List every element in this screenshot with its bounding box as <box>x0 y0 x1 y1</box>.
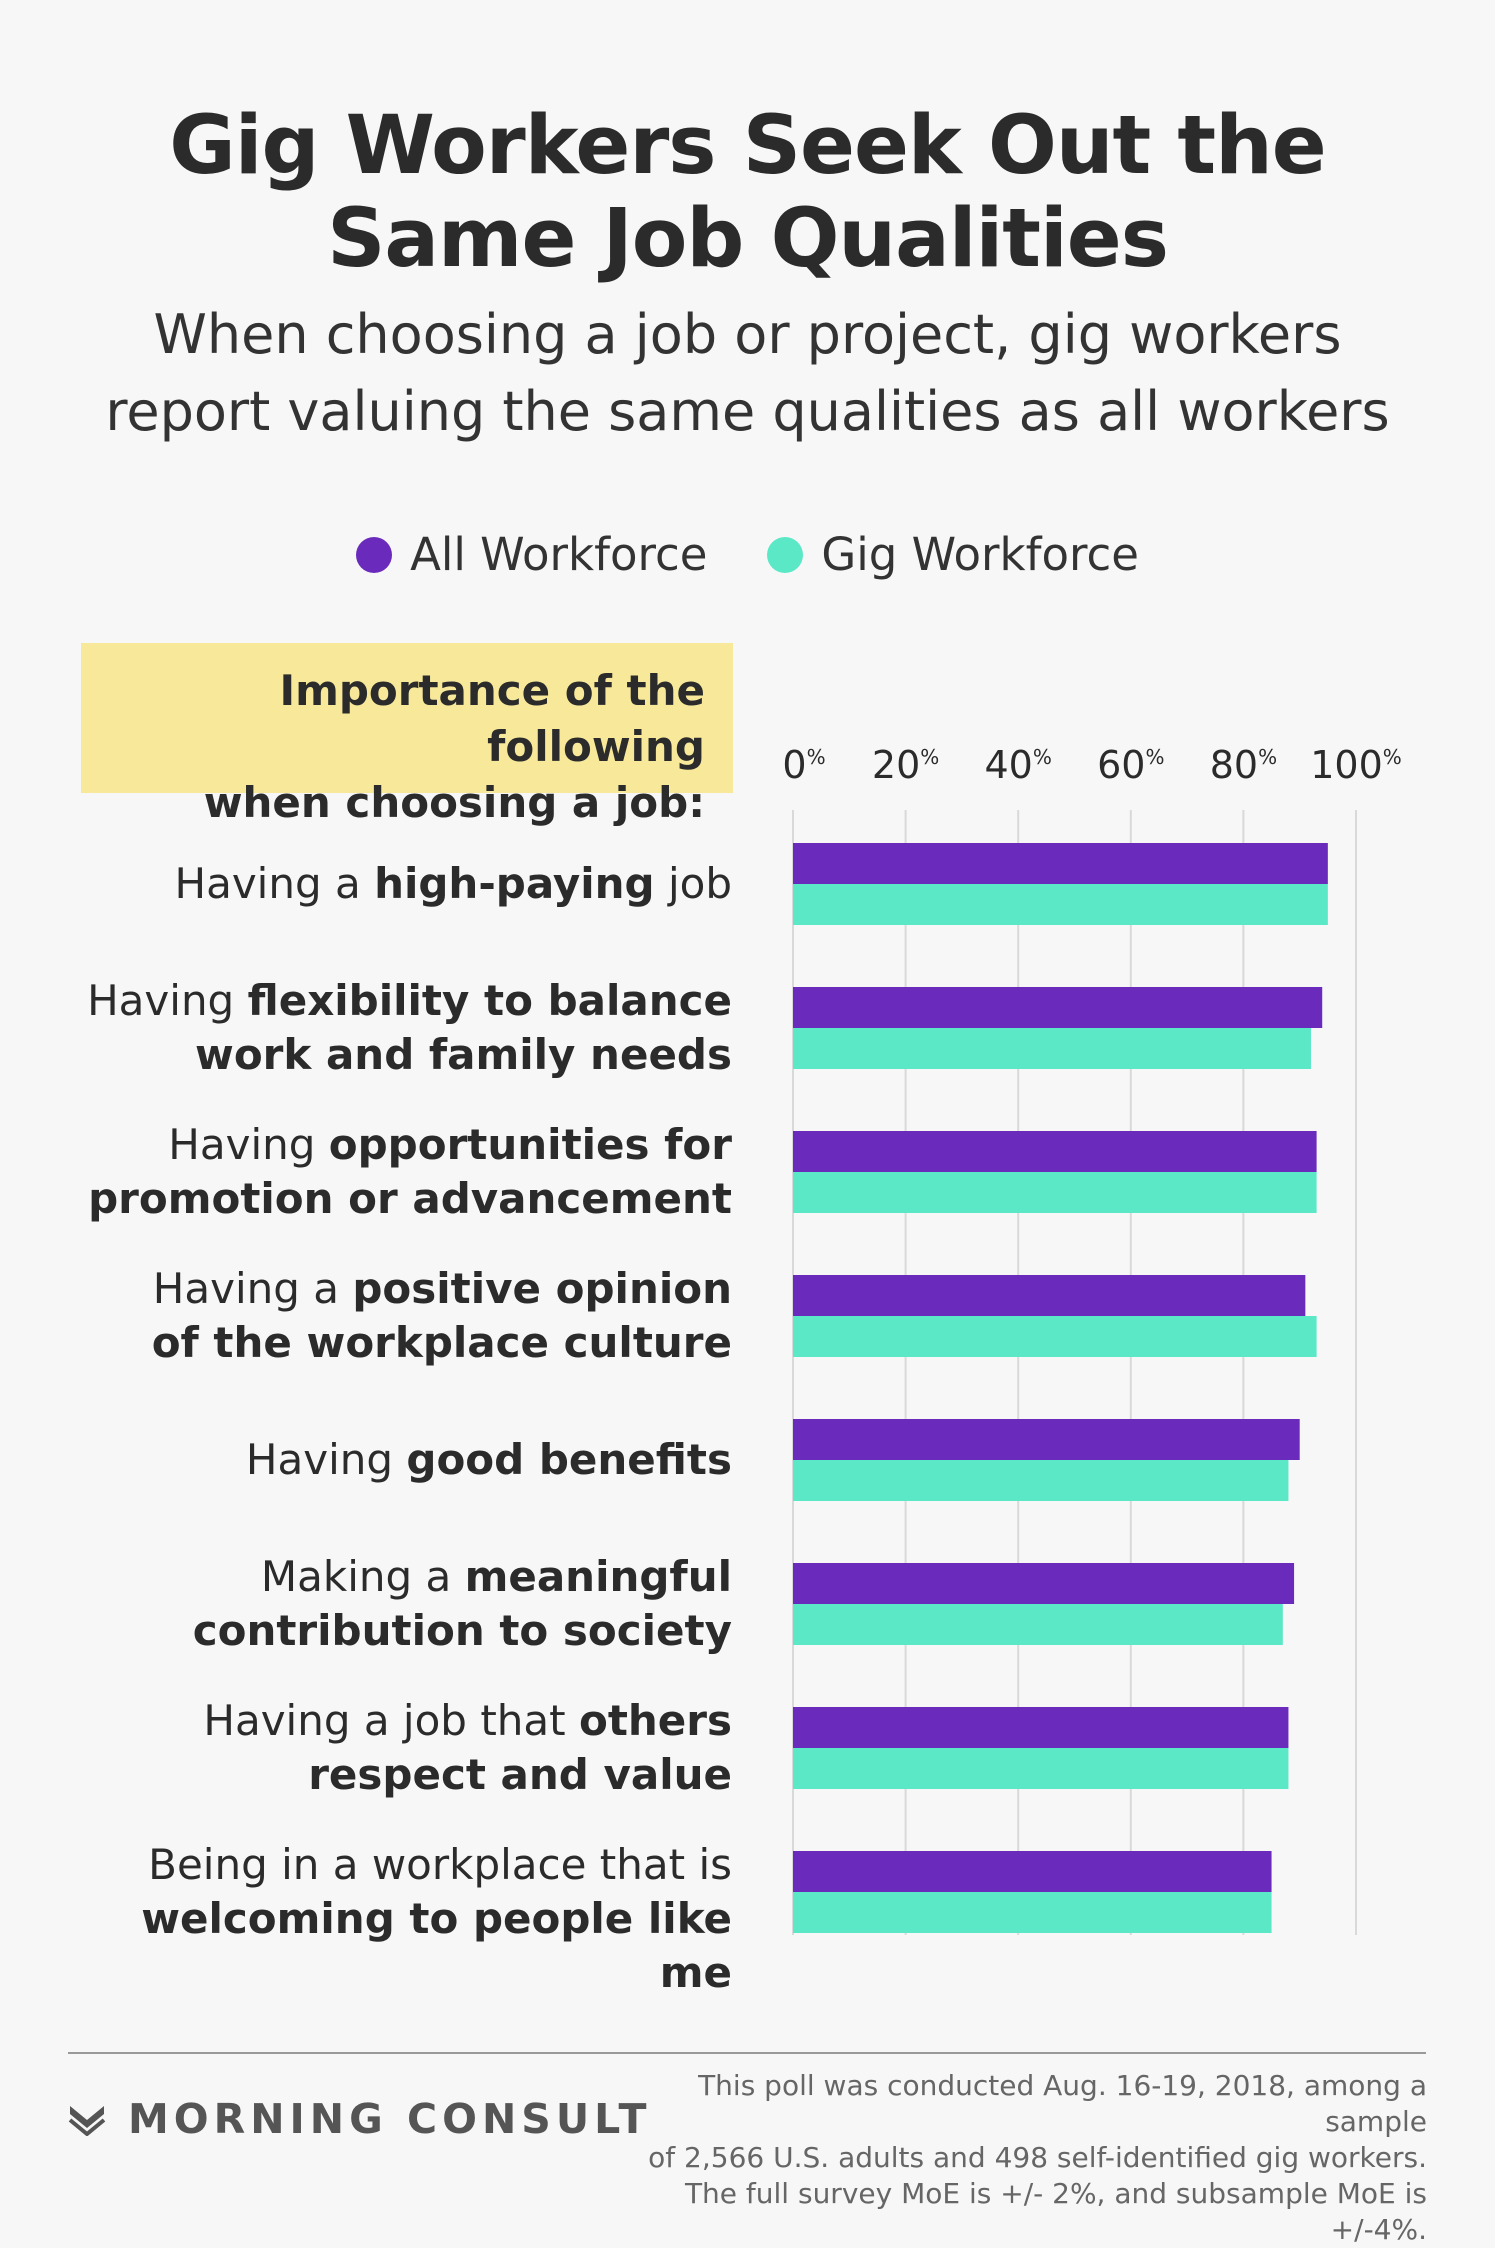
legend: All Workforce Gig Workforce <box>0 528 1495 581</box>
bar-all-workforce <box>793 1275 1306 1316</box>
category-label: Having opportunities for promotion or adv… <box>60 1118 732 1226</box>
category-label-emphasis: opportunities for <box>328 1120 732 1169</box>
category-label-emphasis: flexibility to balance <box>247 976 732 1025</box>
footnote-line-3: The full survey MoE is +/- 2%, and subsa… <box>684 2177 1427 2246</box>
x-tick-label: 100% <box>1310 743 1402 787</box>
bar-gig-workforce <box>793 1028 1311 1069</box>
category-label-line: Having a job that others <box>60 1694 732 1748</box>
category-label-line: Having opportunities for <box>60 1118 732 1172</box>
footnote: This poll was conducted Aug. 16-19, 2018… <box>627 2068 1427 2248</box>
category-label-emphasis: promotion or advancement <box>88 1174 732 1223</box>
x-tick-label: 20% <box>872 743 939 787</box>
x-tick-label: 40% <box>985 743 1052 787</box>
category-label-emphasis: respect and value <box>308 1750 732 1799</box>
category-label-text: Having <box>168 1120 329 1169</box>
category-label-line: Being in a workplace that is <box>60 1838 732 1892</box>
category-label: Having a job that others respect and valu… <box>60 1694 732 1802</box>
footer-divider <box>68 2052 1426 2054</box>
bar-all-workforce <box>793 1851 1272 1892</box>
category-label-line: welcoming to people like me <box>60 1892 732 2000</box>
category-label-text: Having <box>87 976 248 1025</box>
category-label-emphasis: contribution to society <box>192 1606 732 1655</box>
legend-item-all-workforce: All Workforce <box>356 528 707 581</box>
morning-consult-logo-icon <box>68 2106 106 2136</box>
legend-swatch-gig-workforce <box>767 536 804 573</box>
brand: MORNING CONSULT <box>68 2095 651 2143</box>
category-label-line: of the workplace culture <box>60 1316 732 1370</box>
category-label-emphasis: high-paying <box>374 859 655 908</box>
category-label-emphasis: others <box>578 1696 732 1745</box>
category-label: Having flexibility to balance work and fa… <box>60 974 732 1082</box>
title-line-1: Gig Workers Seek Out the <box>169 99 1327 193</box>
category-label: Making a meaningful contribution to socie… <box>60 1550 732 1658</box>
footnote-line-1: This poll was conducted Aug. 16-19, 2018… <box>698 2069 1427 2138</box>
category-label-line: Having a positive opinion <box>60 1262 732 1316</box>
bar-all-workforce <box>793 1707 1289 1748</box>
x-tick-label: 80% <box>1210 743 1277 787</box>
chart-subtitle: When choosing a job or project, gig work… <box>0 296 1495 450</box>
category-label-emphasis: meaningful <box>464 1552 732 1601</box>
bar-chart: 0% 20% 40% 60% 80% 100% <box>782 743 1402 1935</box>
legend-item-gig-workforce: Gig Workforce <box>767 528 1139 581</box>
category-label-text: Being in a workplace that is <box>148 1840 732 1889</box>
bar-gig-workforce <box>793 1460 1289 1501</box>
category-label-text: Having a job that <box>203 1696 579 1745</box>
category-label: Having a positive opinion of the workplac… <box>60 1262 732 1370</box>
category-label-text: Having a <box>152 1264 353 1313</box>
category-label: Having good benefits <box>60 1433 732 1487</box>
category-label-line: contribution to society <box>60 1604 732 1658</box>
bar-gig-workforce <box>793 1604 1283 1645</box>
category-label-text: Having <box>245 1435 407 1484</box>
category-label-text: job <box>654 859 732 908</box>
bar-all-workforce <box>793 1419 1300 1460</box>
bar-all-workforce <box>793 987 1323 1028</box>
chart-title: Gig Workers Seek Out the Same Job Qualit… <box>0 100 1495 286</box>
brand-name: MORNING CONSULT <box>128 2095 652 2143</box>
category-label-line: work and family needs <box>60 1028 732 1082</box>
category-label-line: Making a meaningful <box>60 1550 732 1604</box>
importance-callout: Importance of the following when choosin… <box>81 643 733 827</box>
category-label-emphasis: welcoming to people like me <box>141 1894 732 1997</box>
legend-label-all-workforce: All Workforce <box>410 528 708 581</box>
category-label-line: Having flexibility to balance <box>60 974 732 1028</box>
bar-gig-workforce <box>793 884 1328 925</box>
category-label-emphasis: of the workplace culture <box>151 1318 732 1367</box>
bar-gig-workforce <box>793 1748 1289 1789</box>
x-tick-label: 0% <box>782 743 825 787</box>
bar-all-workforce <box>793 1563 1295 1604</box>
bar-all-workforce <box>793 1131 1317 1172</box>
x-tick-label: 60% <box>1097 743 1164 787</box>
subtitle-line-2: report valuing the same qualities as all… <box>105 380 1390 443</box>
bar-all-workforce <box>793 843 1328 884</box>
category-label-line: Having good benefits <box>60 1433 732 1487</box>
category-label-line: Having a high-paying job <box>60 857 733 911</box>
legend-swatch-all-workforce <box>356 536 393 573</box>
legend-label-gig-workforce: Gig Workforce <box>821 528 1139 581</box>
subtitle-line-1: When choosing a job or project, gig work… <box>153 303 1342 366</box>
category-label-emphasis: positive opinion <box>352 1264 732 1313</box>
category-label: Being in a workplace that is welcoming to… <box>60 1838 732 2000</box>
category-label-text: Making a <box>260 1552 465 1601</box>
footnote-line-2: of 2,566 U.S. adults and 498 self-identi… <box>648 2141 1427 2174</box>
category-label-emphasis: work and family needs <box>195 1030 732 1079</box>
importance-line-2: when choosing a job: <box>203 778 705 827</box>
importance-line-1: Importance of the following <box>279 666 705 771</box>
category-label-line: promotion or advancement <box>60 1172 732 1226</box>
bar-gig-workforce <box>793 1172 1317 1213</box>
category-label-emphasis: good benefits <box>406 1435 732 1484</box>
title-line-2: Same Job Qualities <box>327 192 1169 286</box>
category-label-line: respect and value <box>60 1748 732 1802</box>
bar-gig-workforce <box>793 1316 1317 1357</box>
category-label: Having a high-paying job <box>60 857 733 911</box>
category-label-text: Having a <box>174 859 375 908</box>
bar-gig-workforce <box>793 1892 1272 1933</box>
